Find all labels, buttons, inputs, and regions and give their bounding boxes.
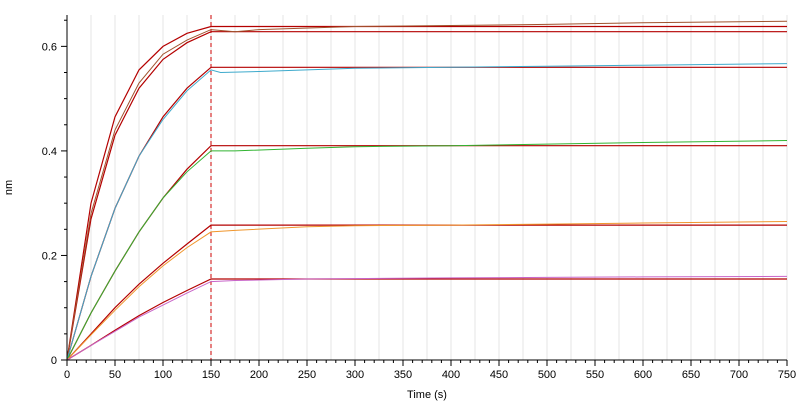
x-tick-label: 700: [730, 369, 748, 381]
fit-curve: [66, 224, 787, 361]
x-tick-label: 500: [538, 369, 556, 381]
x-tick-label: 150: [202, 369, 220, 381]
x-tick-label: 400: [442, 369, 460, 381]
x-tick-label: 350: [394, 369, 412, 381]
x-tick-label: 550: [586, 369, 604, 381]
x-tick-label: 450: [490, 369, 508, 381]
y-tick-label: 0.4: [42, 146, 57, 158]
x-axis-title: Time (s): [407, 389, 447, 401]
axes: 0 50 100 150 200 250 300 350 400 450 500 550 600 650 7…: [42, 15, 796, 381]
y-tick-label: 0: [51, 355, 57, 367]
y-axis-title: nm: [3, 180, 15, 195]
x-tick-label: 300: [346, 369, 364, 381]
x-tick-label: 0: [64, 369, 70, 381]
series-line: [66, 221, 788, 361]
x-tick-label: 50: [109, 369, 121, 381]
data-series: [66, 20, 788, 361]
y-tick-label: 0.2: [42, 250, 57, 262]
x-tick-label: 100: [154, 369, 172, 381]
x-tick-label: 250: [298, 369, 316, 381]
x-tick-label: 600: [634, 369, 652, 381]
fit-curve: [66, 25, 787, 361]
x-tick-label: 200: [250, 369, 268, 381]
series-line: [66, 20, 788, 361]
fit-curve: [66, 31, 787, 361]
series-line: [66, 275, 788, 361]
x-tick-label: 750: [778, 369, 796, 381]
series-line: [66, 140, 788, 361]
x-tick-label: 650: [682, 369, 700, 381]
series-line: [66, 63, 788, 361]
y-tick-label: 0.6: [42, 41, 57, 53]
